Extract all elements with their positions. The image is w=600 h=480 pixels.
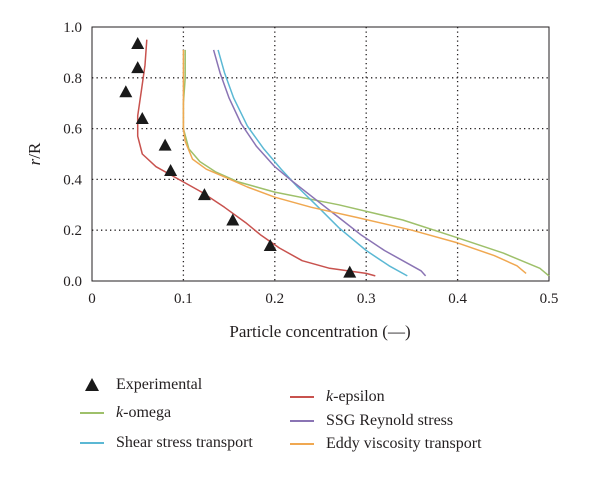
- legend-label-k-epsilon-italic: k: [326, 388, 334, 405]
- experimental-point: [131, 37, 145, 50]
- series-layer: [136, 39, 550, 277]
- x-tick-label: 0: [88, 291, 96, 307]
- legend-item-experimental: Experimental: [80, 374, 202, 396]
- experimental-point: [197, 188, 211, 201]
- legend-label-k-omega-rest: -omega: [123, 404, 172, 421]
- series-line-k-epsilon: [136, 39, 376, 277]
- legend-label-eddy-viscosity-transport: Eddy viscosity transport: [326, 435, 482, 452]
- experimental-point: [119, 85, 133, 98]
- legend-item-k-omega: k-omega: [80, 402, 171, 424]
- legend-item-shear-stress-transport: Shear stress transport: [80, 432, 253, 454]
- experimental-point: [158, 138, 172, 151]
- y-tick-label: 0.0: [63, 274, 82, 290]
- y-tick-labels: 0.0 0.2 0.4 0.6 0.8 1.0: [63, 20, 82, 290]
- legend-label-shear-stress-transport: Shear stress transport: [116, 434, 253, 451]
- legend-swatch-shear-stress-transport: [80, 442, 104, 444]
- legend-label-ssg-reynold-stress: SSG Reynold stress: [326, 412, 454, 429]
- legend-label-k-epsilon-rest: -epsilon: [333, 388, 385, 405]
- x-tick-label: 0.2: [265, 291, 284, 307]
- experimental-point: [131, 61, 145, 74]
- legend-swatch-k-omega: [80, 412, 104, 414]
- y-tick-label: 0.8: [63, 71, 82, 87]
- legend-label-experimental: Experimental: [116, 376, 203, 393]
- y-tick-label: 0.6: [63, 122, 82, 138]
- grid: [92, 27, 549, 281]
- series-line-ssg-reynold-stress: [212, 49, 427, 277]
- legend-item-k-epsilon: k-epsilon: [290, 386, 385, 408]
- experimental-point: [135, 111, 149, 124]
- series-line-shear-stress-transport: [217, 49, 408, 277]
- experimental-markers: [119, 37, 357, 278]
- y-tick-label: 0.2: [63, 223, 82, 239]
- y-tick-label: 1.0: [63, 20, 82, 36]
- legend: Experimental k-omega Shear stress transp…: [80, 372, 600, 472]
- legend-swatch-eddy-viscosity-transport: [290, 443, 314, 445]
- triangle-marker-icon: [80, 377, 104, 393]
- x-axis-label: Particle concentration (—): [229, 322, 410, 341]
- series-line-eddy-viscosity-transport: [182, 49, 527, 274]
- legend-item-ssg-reynold-stress: SSG Reynold stress: [290, 410, 453, 432]
- legend-label-k-epsilon: k-epsilon: [326, 388, 385, 406]
- legend-label-k-omega: k-omega: [116, 404, 171, 422]
- experimental-point: [263, 238, 277, 251]
- x-tick-labels: 0 0.1 0.2 0.3 0.4 0.5: [88, 291, 558, 307]
- y-axis-label: r/R: [25, 142, 44, 165]
- y-axis-label-rest: /R: [25, 142, 44, 159]
- chart: 0 0.1 0.2 0.3 0.4 0.5 0.0 0.2 0.4 0.6 0.8 1.0 Part…: [25, 20, 558, 341]
- legend-swatch-k-epsilon: [290, 396, 314, 398]
- legend-item-eddy-viscosity-transport: Eddy viscosity transport: [290, 433, 482, 455]
- plot-frame: [91, 26, 550, 282]
- y-axis-label-italic: r: [25, 158, 44, 165]
- x-tick-label: 0.1: [174, 291, 193, 307]
- experimental-point: [164, 164, 178, 177]
- experimental-point: [343, 265, 357, 278]
- x-tick-label: 0.3: [357, 291, 376, 307]
- x-tick-label: 0.4: [448, 291, 467, 307]
- y-tick-label: 0.4: [63, 172, 82, 188]
- legend-label-k-omega-italic: k: [116, 404, 124, 421]
- legend-swatch-ssg-reynold-stress: [290, 420, 314, 422]
- experimental-point: [226, 213, 240, 226]
- x-tick-label: 0.5: [540, 291, 559, 307]
